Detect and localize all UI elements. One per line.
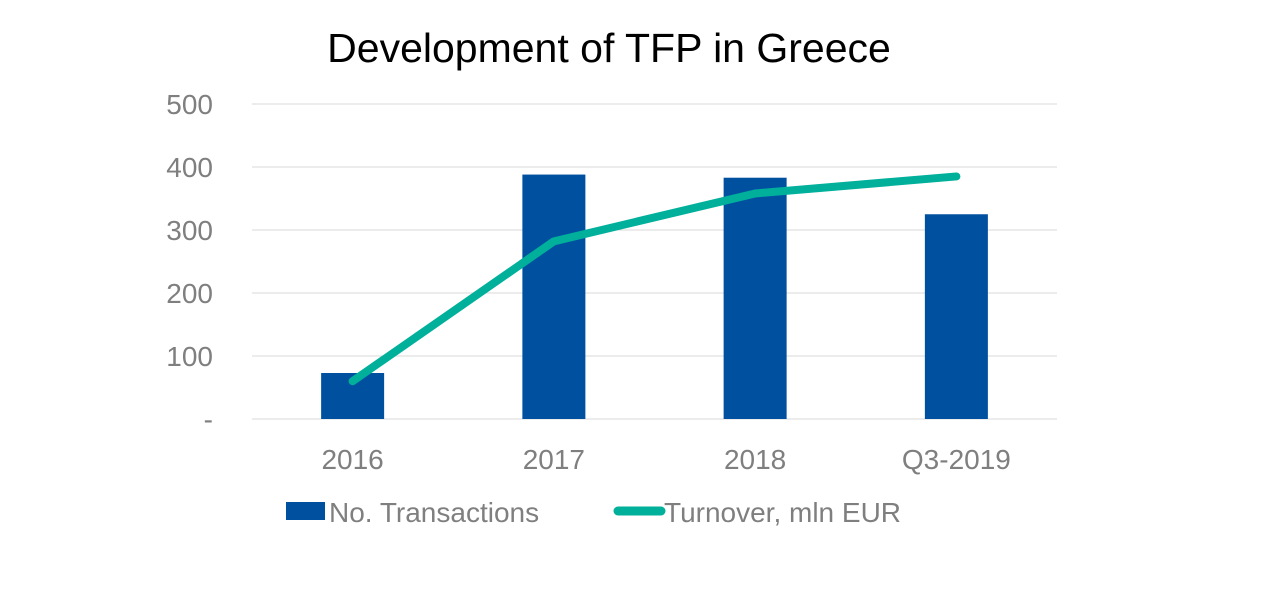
bar-transactions [924,214,988,419]
y-tick-label: 100 [166,341,213,372]
legend-label-transactions: No. Transactions [329,497,539,528]
x-category-label: 2018 [724,444,786,475]
x-category-label: 2017 [523,444,585,475]
y-tick-label: 400 [166,152,213,183]
x-category-label: Q3-2019 [902,444,1011,475]
x-category-label: 2016 [321,444,383,475]
chart-title: Development of TFP in Greece [327,25,891,71]
line-point-turnover [754,192,756,194]
y-axis-tick-labels: - 100 200 300 400 500 [166,89,213,435]
line-point-turnover [553,240,555,242]
y-tick-label: - [204,404,213,435]
y-tick-label: 500 [166,89,213,120]
line-turnover [348,172,961,386]
line-point-turnover [955,175,957,177]
legend: No. Transactions Turnover, mln EUR [286,497,901,528]
legend-swatch-transactions [286,502,325,520]
y-tick-label: 200 [166,278,213,309]
y-tick-label: 300 [166,215,213,246]
x-axis-category-labels: 2016 2017 2018 Q3-2019 [321,444,1010,475]
bar-series [321,174,988,419]
line-point-turnover [352,380,354,382]
line-series [348,172,961,386]
legend-label-turnover: Turnover, mln EUR [664,497,901,528]
bar-transactions [723,177,787,419]
bar-transactions [522,174,586,419]
